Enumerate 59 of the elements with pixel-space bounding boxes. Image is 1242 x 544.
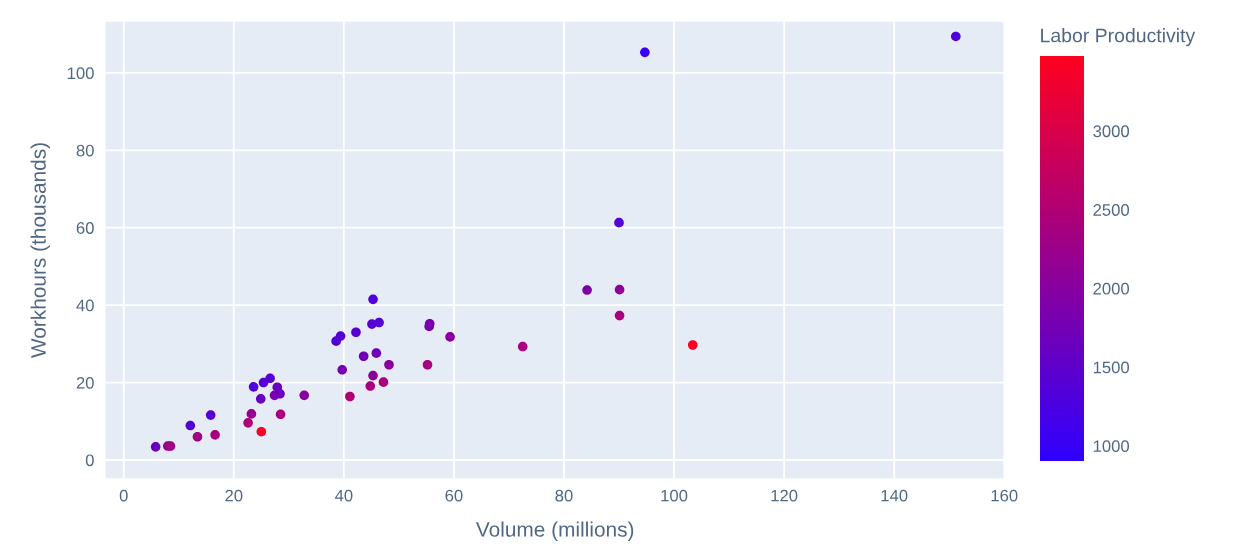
point [368,370,378,381]
x-tick-label: 80 [555,489,573,502]
point [374,317,384,328]
point [185,420,196,431]
point [582,285,592,295]
x-tick-label: 160 [991,489,1018,502]
point [445,332,455,342]
point [248,382,259,392]
point [614,217,624,228]
point [299,390,310,401]
y-tick-label: 40 [76,299,94,312]
point [335,331,346,341]
x-tick-label: 140 [881,489,908,502]
point [345,391,355,402]
point [275,409,286,420]
point [517,341,528,352]
color-bar-label: 1000 [1093,440,1130,453]
x-axis-title: Volume (millions) [475,521,634,541]
point [192,431,203,442]
point [246,409,257,419]
point [275,388,285,399]
point [614,310,625,321]
color-bar-label: 2500 [1093,204,1130,216]
y-tick-label: 60 [76,222,94,234]
point [255,394,266,404]
point [210,430,220,440]
point [384,359,394,370]
point [378,377,389,387]
point [351,327,361,338]
point [150,442,161,452]
point [265,373,275,384]
point [687,340,698,350]
y-tick-label: 100 [67,67,94,80]
point [243,418,253,428]
x-tick-label: 0 [119,489,128,502]
point [337,364,348,375]
point [640,47,650,58]
color-bar-label: 2000 [1093,282,1130,295]
point [358,351,369,362]
point [422,359,433,370]
x-tick-label: 40 [334,489,353,502]
point [205,410,216,420]
y-axis-title: Workhours (thousands) [30,143,50,358]
y-tick-label: 80 [76,144,94,157]
x-tick-label: 100 [661,489,688,502]
point [368,294,378,305]
point [950,31,961,42]
point [614,284,625,295]
color-bar-label: 3000 [1093,125,1130,138]
y-tick-label: 0 [85,454,94,467]
x-tick-label: 20 [225,489,243,502]
x-tick-label: 60 [445,489,463,502]
y-tick-label: 20 [76,376,94,389]
point [256,426,267,437]
color-bar-label: 1500 [1093,361,1130,374]
point [365,381,376,391]
color-bar-title: Labor Productivity [1041,28,1196,47]
x-tick-label: 120 [771,489,798,502]
point [371,348,382,358]
